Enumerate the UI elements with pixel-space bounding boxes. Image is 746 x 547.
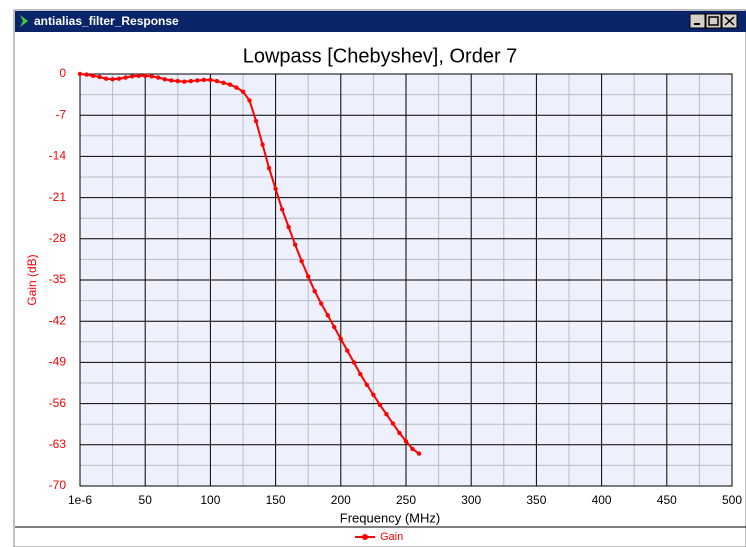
data-point [188, 78, 194, 84]
data-point [351, 360, 357, 365]
y-tick-label: -56 [49, 396, 67, 410]
data-point [416, 451, 422, 456]
data-point [116, 76, 122, 81]
y-tick-label: -70 [49, 478, 67, 492]
data-point [247, 98, 252, 103]
y-tick-label: -28 [49, 231, 67, 245]
x-axis-label: Frequency (MHz) [340, 510, 440, 525]
y-tick-label: -14 [49, 149, 67, 163]
x-tick-label: 1e-6 [68, 493, 92, 507]
data-point [384, 411, 389, 417]
data-point [292, 242, 298, 247]
close-glyph [724, 16, 735, 26]
x-tick-label: 50 [139, 493, 153, 507]
y-tick-label: -42 [49, 313, 67, 327]
data-point [286, 224, 291, 230]
legend-label: Gain [380, 531, 403, 543]
minimize-button[interactable] [689, 13, 706, 29]
x-tick-label: 300 [461, 493, 481, 507]
data-point [149, 74, 154, 79]
data-point [136, 73, 141, 78]
data-point [332, 324, 337, 330]
data-point [84, 72, 89, 77]
data-point [227, 82, 233, 87]
data-point [182, 79, 187, 84]
window-controls[interactable] [689, 13, 738, 29]
data-point [273, 186, 278, 191]
data-point [240, 89, 246, 94]
data-point [175, 78, 180, 84]
data-point [195, 78, 200, 83]
data-point [97, 74, 102, 80]
x-tick-label: 100 [200, 493, 220, 507]
legend-marker [362, 534, 368, 540]
data-point [103, 76, 109, 81]
y-tick-label: 0 [59, 66, 66, 80]
maximize-glyph [708, 16, 719, 26]
data-point [358, 371, 363, 377]
x-tick-label: 400 [592, 493, 612, 507]
data-point [410, 446, 415, 452]
data-point [403, 439, 409, 444]
data-point [319, 301, 324, 306]
data-point [129, 74, 135, 79]
data-point [253, 118, 259, 124]
data-point [208, 77, 213, 83]
data-point [221, 80, 226, 86]
x-tick-label: 450 [657, 493, 677, 507]
data-point [338, 336, 343, 342]
data-point [390, 421, 396, 426]
x-tick-label: 500 [722, 493, 742, 507]
data-point [279, 207, 285, 212]
data-point [325, 313, 330, 318]
data-point [345, 348, 350, 353]
data-point [156, 75, 161, 80]
x-tick-label: 350 [526, 493, 546, 507]
x-tick-label: 250 [396, 493, 416, 507]
data-point [169, 78, 174, 83]
data-point [201, 77, 207, 83]
data-point [234, 85, 239, 90]
y-tick-label: -21 [49, 190, 67, 204]
data-point [299, 258, 304, 264]
data-point [306, 274, 311, 279]
window-icon [20, 15, 28, 27]
data-point [377, 402, 383, 407]
data-point [266, 165, 272, 171]
window-title: antialias_filter_Response [34, 14, 179, 28]
title-bar [15, 11, 746, 32]
data-point [90, 73, 96, 78]
y-axis-label: Gain (dB) [25, 254, 39, 305]
y-tick-label: -49 [49, 355, 67, 369]
data-point [110, 77, 115, 82]
x-tick-label: 150 [266, 493, 286, 507]
data-point [260, 142, 265, 147]
data-point [123, 75, 128, 80]
y-tick-label: -7 [55, 107, 66, 121]
data-point [364, 382, 370, 387]
data-point [371, 392, 376, 397]
y-tick-label: -63 [49, 437, 67, 451]
data-point [312, 288, 317, 294]
data-point [77, 71, 83, 77]
y-tick-label: -35 [49, 272, 67, 286]
x-tick-label: 200 [331, 493, 351, 507]
data-point [162, 77, 167, 82]
data-point [397, 430, 402, 436]
data-point [143, 73, 148, 78]
data-point [214, 78, 220, 84]
chart-title: Lowpass [Chebyshev], Order 7 [243, 45, 518, 67]
